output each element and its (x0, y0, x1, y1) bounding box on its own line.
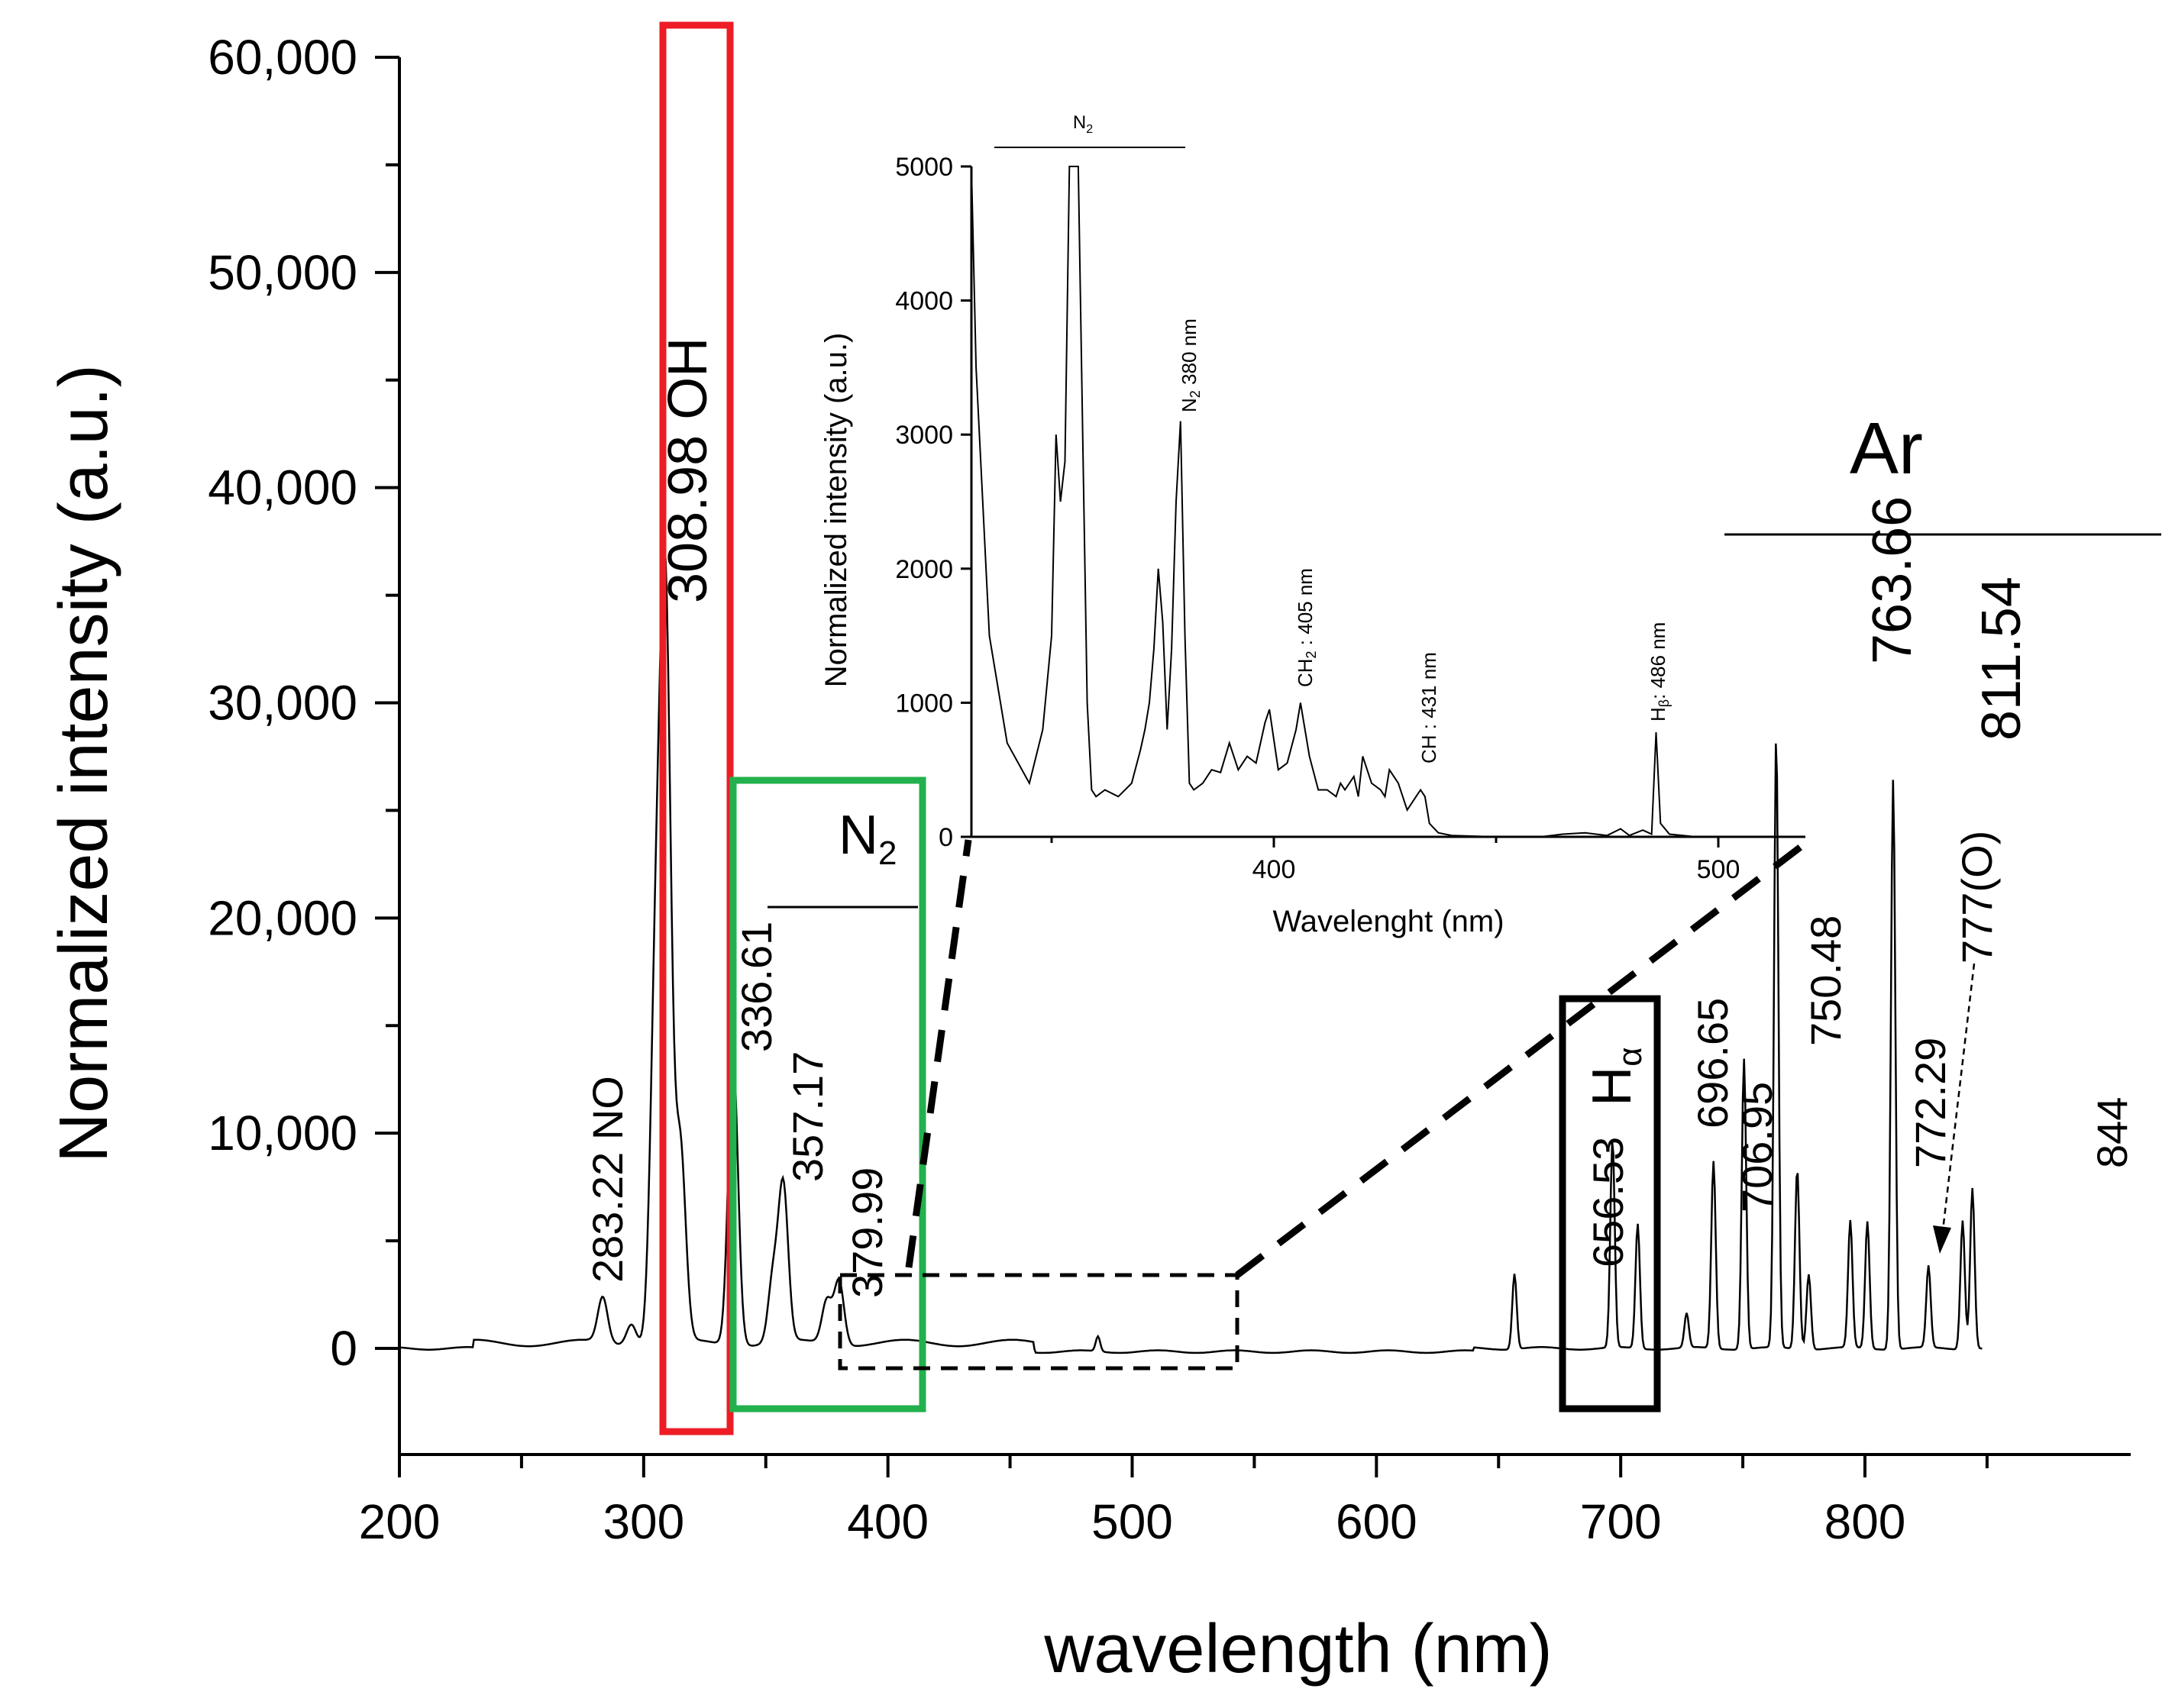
main-y-tick-label: 30,000 (208, 676, 357, 731)
peak-label: 336.61 (732, 922, 780, 1052)
inset-annotation-ch2-405: CH2 : 405 nm (1294, 568, 1319, 687)
zoom-region-box (838, 1273, 1239, 1371)
main-x-tick-label: 300 (603, 1494, 684, 1549)
peak-label: 379.99 (843, 1167, 891, 1298)
main-y-tick-label: 0 (330, 1321, 357, 1376)
peak-label: 656.53 (1584, 1137, 1632, 1267)
ar-group-label: Ar (1850, 408, 1923, 489)
main-x-tick-label: 600 (1336, 1494, 1417, 1549)
main-x-tick-label: 400 (847, 1494, 929, 1549)
peak-label: 696.65 (1689, 998, 1737, 1128)
n2-highlight-box (729, 777, 926, 1413)
main-y-tick-label: 20,000 (208, 890, 357, 945)
inset-annotation-ch-431: CH : 431 nm (1417, 652, 1440, 764)
inset-x-axis-title: Wavelenght (nm) (1272, 905, 1504, 938)
main-x-tick-label: 800 (1824, 1494, 1906, 1549)
h-alpha-highlight-box (1559, 995, 1661, 1413)
main-x-ticks: 200 300 400 500 600 700 800 (359, 1455, 1989, 1549)
n2-group-label: N2 (839, 805, 897, 872)
inset-y-tick-label: 5000 (895, 153, 953, 182)
peak-label: 706.95 (1733, 1082, 1781, 1212)
main-x-axis-title: wavelength (nm) (1043, 1611, 1552, 1687)
zoom-connector-left (905, 839, 972, 1268)
inset-x-tick-label: 500 (1697, 855, 1740, 884)
inset-y-tick-label: 3000 (895, 421, 953, 450)
peak-label: 772.29 (1906, 1038, 1954, 1168)
inset-y-tick-label: 1000 (895, 689, 953, 718)
main-x-tick-label: 500 (1091, 1494, 1173, 1549)
peak-label: 750.48 (1802, 915, 1850, 1046)
h-alpha-label: Hα (1582, 1047, 1649, 1106)
oxygen-arrow (1941, 963, 1976, 1238)
peak-label: 357.17 (784, 1051, 832, 1182)
main-plot: 0 10,000 20,000 30,000 40,000 50,000 60,000 20… (46, 21, 2161, 1687)
peak-label: 844 (2088, 1097, 2136, 1168)
peak-label: 763.66 (1862, 496, 1923, 664)
inset-annotation-n2-380: N2 380 nm (1178, 318, 1203, 412)
inset-x-ticks: 400 500 (1050, 837, 1740, 884)
peak-label: 283.22 NO (583, 1076, 632, 1283)
inset-plot: 0 1000 2000 3000 4000 5000 400 500 Wavelenght … (819, 112, 1805, 938)
oxygen-arrow-head (1933, 1225, 1951, 1254)
main-y-tick-label: 50,000 (208, 245, 357, 300)
main-x-tick-label: 700 (1580, 1494, 1662, 1549)
inset-annotation-hbeta-486: Hβ: 486 nm (1647, 622, 1672, 722)
inset-y-tick-label: 0 (939, 823, 953, 852)
inset-spectrum-line (971, 166, 1805, 838)
inset-x-tick-label: 400 (1252, 855, 1296, 884)
zoom-connector-right (1235, 837, 1812, 1278)
main-y-tick-label: 10,000 (208, 1106, 357, 1161)
inset-y-axis-title: Normalized intensity (a.u.) (819, 333, 853, 688)
main-y-axis-title: Normalized intensity (a.u.) (46, 364, 122, 1162)
inset-y-tick-label: 4000 (895, 287, 953, 316)
main-y-tick-label: 60,000 (208, 30, 357, 85)
inset-y-ticks: 0 1000 2000 3000 4000 5000 (895, 153, 971, 852)
main-x-tick-label: 200 (359, 1494, 441, 1549)
inset-y-tick-label: 2000 (895, 555, 953, 584)
main-y-ticks: 0 10,000 20,000 30,000 40,000 50,000 60,000 (208, 30, 399, 1376)
peak-label: 308.98 OH (658, 337, 719, 603)
peak-label: 811.54 (1971, 576, 2032, 741)
inset-n2-label: N2 (1073, 112, 1093, 136)
main-spectrum-line (399, 546, 1983, 1354)
oh-highlight-box (659, 21, 734, 1435)
main-y-tick-label: 40,000 (208, 460, 357, 515)
peak-label: 777(O) (1953, 831, 2001, 964)
